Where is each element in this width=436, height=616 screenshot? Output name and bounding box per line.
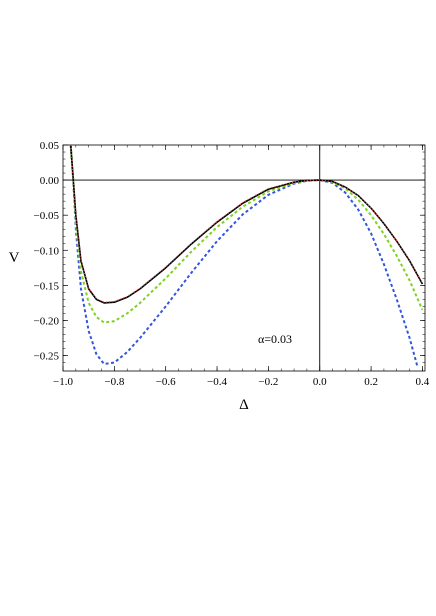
x-tick-label: 0.4 bbox=[416, 376, 430, 388]
y-tick-label: −0.15 bbox=[34, 280, 60, 292]
labels-layer: −1.0 −0.8 −0.6 −0.4 −0.2 0.0 0.2 0.4 0.05 0.00 −0.… bbox=[34, 140, 430, 388]
x-tick-label: −0.8 bbox=[104, 376, 124, 388]
series-line-0 bbox=[69, 145, 424, 304]
x-tick-label: −0.4 bbox=[207, 376, 227, 388]
y-tick-label: −0.05 bbox=[34, 210, 60, 222]
axes-layer bbox=[62, 144, 425, 371]
series-line-2 bbox=[69, 145, 424, 324]
x-axis-label: Δ bbox=[239, 397, 249, 413]
y-axis-label: V bbox=[9, 250, 20, 266]
series-line-3 bbox=[69, 145, 419, 367]
x-tick-label: −1.0 bbox=[53, 376, 73, 388]
x-tick-label: 0.0 bbox=[313, 376, 327, 388]
alpha-annotation: α=0.03 bbox=[258, 332, 292, 346]
x-tick-label: −0.2 bbox=[258, 376, 278, 388]
y-tick-label: −0.25 bbox=[34, 351, 60, 363]
x-tick-label: 0.2 bbox=[364, 376, 378, 388]
series-layer bbox=[69, 145, 424, 367]
y-tick-label: 0.05 bbox=[40, 140, 60, 152]
y-tick-label: −0.20 bbox=[34, 315, 60, 327]
y-tick-label: −0.10 bbox=[34, 245, 60, 257]
series-line-1 bbox=[70, 145, 423, 303]
x-tick-label: −0.6 bbox=[156, 376, 176, 388]
plot-frame bbox=[62, 144, 426, 372]
y-tick-label: 0.00 bbox=[40, 175, 60, 187]
